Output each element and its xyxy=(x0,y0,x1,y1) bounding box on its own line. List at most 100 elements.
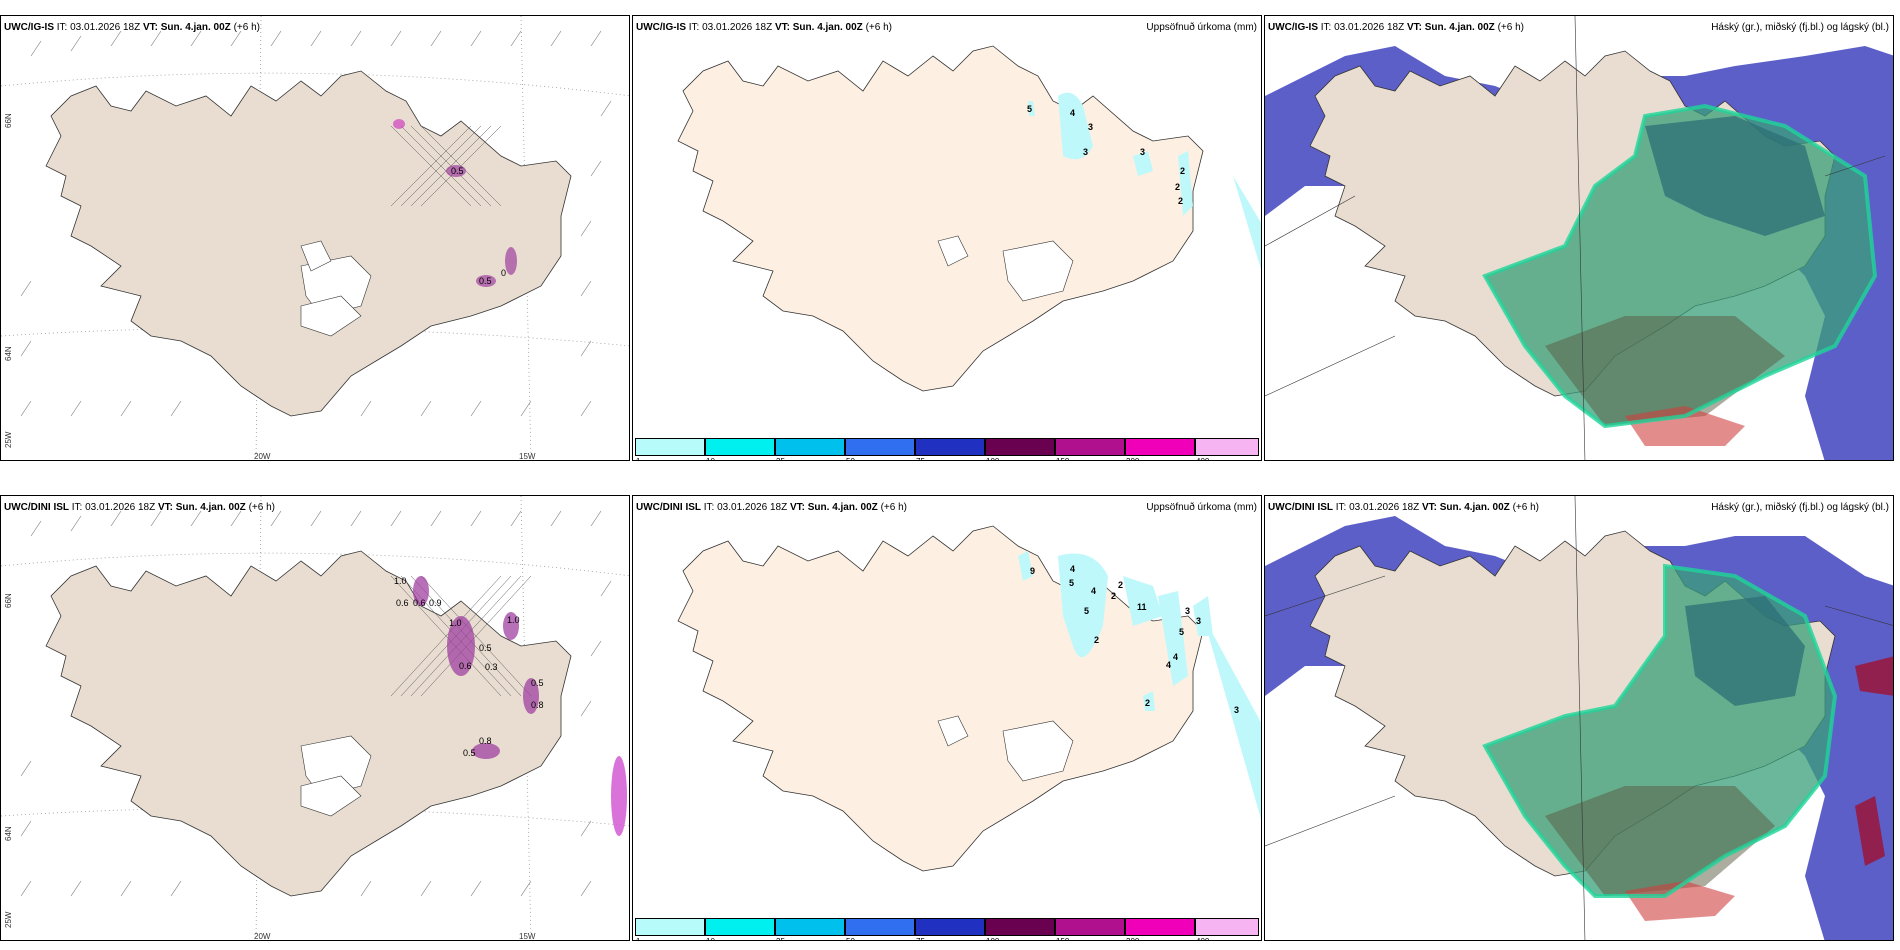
precip-label: 9 xyxy=(1030,566,1035,576)
precip-label: 3 xyxy=(1196,616,1201,626)
precip-label: 3 xyxy=(1088,122,1093,132)
colorbar-swatch xyxy=(1195,438,1259,456)
colorbar-tick: 50 xyxy=(846,937,855,940)
panel-title: Uppsöfnuð úrkoma (mm) xyxy=(1146,22,1257,33)
colorbar-swatch xyxy=(1125,438,1195,456)
lat-label: 25W xyxy=(4,431,13,448)
colorbar-tick: 75 xyxy=(916,937,925,940)
colorbar-swatch xyxy=(1125,918,1195,936)
precip-label: 4 xyxy=(1070,564,1075,574)
wind-label: 0.3 xyxy=(485,662,498,672)
precip-map: 5 4 3 3 3 2 2 2 xyxy=(677,45,1261,392)
colorbar-swatch xyxy=(845,918,915,936)
colorbar-swatch xyxy=(635,918,705,936)
precip-label: 5 xyxy=(1084,606,1089,616)
lon-label: 20W xyxy=(254,452,271,461)
panel-precip-top: 5 4 3 3 3 2 2 2 UWC/IG-IS IT: 03.01.2026… xyxy=(632,15,1262,461)
precip-label: 4 xyxy=(1173,652,1178,662)
colorbar-tick: 150 xyxy=(1056,937,1069,940)
colorbar-swatch xyxy=(705,918,775,936)
wind-label: 0.6 xyxy=(413,598,426,608)
wind-map: 1.0 0.6 0.6 0.9 1.0 1.0 0.5 0.6 0.5 0.3 … xyxy=(1,496,629,940)
colorbar-tick: 200 xyxy=(1126,457,1139,460)
colorbar-tick: 1 xyxy=(636,937,640,940)
colorbar-swatch xyxy=(845,438,915,456)
colorbar-tick: 50 xyxy=(846,457,855,460)
colorbar-swatch xyxy=(915,918,985,936)
precip-label: 3 xyxy=(1234,705,1239,715)
lat-label: 25W xyxy=(4,911,13,928)
lon-label: 15W xyxy=(519,932,536,941)
precip-label: 2 xyxy=(1094,635,1099,645)
colorbar-swatch xyxy=(915,438,985,456)
precip-label: 2 xyxy=(1111,591,1116,601)
wind-label: 0.5 xyxy=(479,643,492,653)
precip-label: 5 xyxy=(1069,578,1074,588)
panel-header: UWC/IG-IS IT: 03.01.2026 18Z VT: Sun. 4.… xyxy=(1268,22,1524,33)
precip-label: 3 xyxy=(1083,147,1088,157)
lat-label: 66N xyxy=(4,113,13,128)
wind-label: 0.5 xyxy=(479,276,492,286)
precip-label: 2 xyxy=(1145,698,1150,708)
colorbar-tick: 400 xyxy=(1196,937,1209,940)
colorbar-swatch xyxy=(1055,438,1125,456)
wind-label: 0.5 xyxy=(451,166,464,176)
colorbar-swatch xyxy=(635,438,705,456)
wind-label: 1.0 xyxy=(449,618,462,628)
lat-label: 64N xyxy=(4,346,13,361)
colorbar-swatch xyxy=(775,438,845,456)
colorbar-swatch xyxy=(1195,918,1259,936)
panel-precip-bottom: 9 4 5 4 5 2 2 11 2 3 3 5 4 4 2 3 UWC/DIN… xyxy=(632,495,1262,941)
panel-title: Háský (gr.), miðský (fj.bl.) og lágský (… xyxy=(1711,22,1889,33)
lat-label: 64N xyxy=(4,826,13,841)
colorbar-tick: 150 xyxy=(1056,457,1069,460)
wind-label: 0 xyxy=(501,268,506,278)
precip-label: 4 xyxy=(1166,660,1171,670)
precip-map: 9 4 5 4 5 2 2 11 2 3 3 5 4 4 2 3 xyxy=(677,525,1261,872)
precip-label: 5 xyxy=(1027,104,1032,114)
wind-label: 0.8 xyxy=(479,736,492,746)
wind-label: 0.5 xyxy=(531,678,544,688)
panel-title: Háský (gr.), miðský (fj.bl.) og lágský (… xyxy=(1711,502,1889,513)
wind-label: 1.0 xyxy=(507,615,520,625)
panel-cloud-bottom: UWC/DINI ISL IT: 03.01.2026 18Z VT: Sun.… xyxy=(1264,495,1894,941)
precip-label: 4 xyxy=(1070,108,1075,118)
panel-header: UWC/DINI ISL IT: 03.01.2026 18Z VT: Sun.… xyxy=(4,502,275,513)
colorbar-tick: 400 xyxy=(1196,457,1209,460)
colorbar-tick: 25 xyxy=(776,457,785,460)
colorbar-tick: 25 xyxy=(776,937,785,940)
colorbar-tick: 75 xyxy=(916,457,925,460)
wind-label: 0.5 xyxy=(463,748,476,758)
wind-label: 0.9 xyxy=(429,598,442,608)
wind-label: 0.6 xyxy=(396,598,409,608)
precip-label: 2 xyxy=(1178,196,1183,206)
precip-label: 2 xyxy=(1118,580,1123,590)
colorbar-tick: 100 xyxy=(986,457,999,460)
wind-label: 0.6 xyxy=(459,661,472,671)
wind-map: 0.5 0.5 0 xyxy=(1,16,629,460)
panel-title: Uppsöfnuð úrkoma (mm) xyxy=(1146,502,1257,513)
panel-header: UWC/DINI ISL IT: 03.01.2026 18Z VT: Sun.… xyxy=(1268,502,1539,513)
colorbar-tick: 1 xyxy=(636,457,640,460)
colorbar-swatch xyxy=(1055,918,1125,936)
precip-label: 5 xyxy=(1179,627,1184,637)
panel-wind-top: 0.5 0.5 0 UWC/IG-IS IT: 03.01.2026 18Z V… xyxy=(0,15,630,461)
colorbar-tick: 10 xyxy=(706,457,715,460)
colorbar-tick: 200 xyxy=(1126,937,1139,940)
panel-header: UWC/DINI ISL IT: 03.01.2026 18Z VT: Sun.… xyxy=(636,502,907,513)
precip-label: 2 xyxy=(1175,182,1180,192)
colorbar-swatch xyxy=(775,918,845,936)
colorbar-tick: 100 xyxy=(986,937,999,940)
wind-label: 1.0 xyxy=(394,576,407,586)
colorbar-swatch xyxy=(985,438,1055,456)
cloud-map xyxy=(1265,496,1893,940)
cloud-map xyxy=(1265,16,1893,460)
panel-wind-bottom: 1.0 0.6 0.6 0.9 1.0 1.0 0.5 0.6 0.5 0.3 … xyxy=(0,495,630,941)
lon-label: 15W xyxy=(519,452,536,461)
panel-header: UWC/IG-IS IT: 03.01.2026 18Z VT: Sun. 4.… xyxy=(636,22,892,33)
precip-label: 11 xyxy=(1137,602,1147,612)
lon-label: 20W xyxy=(254,932,271,941)
colorbar-tick: 10 xyxy=(706,937,715,940)
precip-label: 4 xyxy=(1091,586,1096,596)
precip-label: 3 xyxy=(1185,606,1190,616)
